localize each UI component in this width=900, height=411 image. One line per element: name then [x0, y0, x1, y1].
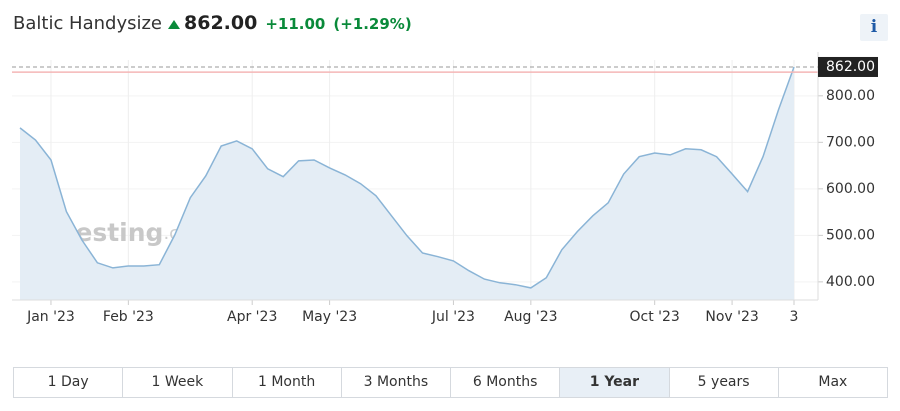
- x-tick-label: Nov '23: [705, 309, 758, 325]
- x-tick-label: Apr '23: [227, 309, 277, 325]
- y-tick-label: 700.00: [826, 134, 875, 150]
- last-price-tag: [818, 56, 878, 77]
- x-tick-label: Oct '23: [630, 309, 680, 325]
- y-tick-label: 500.00: [826, 227, 875, 243]
- x-tick-label: May '23: [302, 309, 357, 325]
- range-button[interactable]: 1 Week: [123, 368, 233, 397]
- range-button[interactable]: 1 Year: [560, 368, 670, 397]
- up-arrow: [168, 19, 181, 29]
- last-price-tag-label: 862.00: [826, 59, 875, 75]
- x-tick-label: 3: [790, 309, 799, 325]
- range-button[interactable]: 6 Months: [451, 368, 561, 397]
- x-tick-label: Jul '23: [431, 309, 475, 325]
- area-fill: [20, 67, 794, 300]
- price-change: +11.00: [265, 15, 326, 33]
- y-tick-label: 400.00: [826, 274, 875, 290]
- range-button[interactable]: 5 years: [670, 368, 779, 397]
- price-line: [19, 66, 795, 289]
- y-tick-label: 800.00: [826, 88, 875, 104]
- header: Baltic Handysize 862.00 +11.00 (+1.29%): [13, 12, 412, 34]
- x-tick-label: Jan '23: [26, 309, 75, 325]
- range-button[interactable]: Max: [818, 374, 848, 390]
- range-button[interactable]: 3 Months: [342, 368, 451, 397]
- range-button[interactable]: 1 Day: [14, 368, 124, 397]
- range-button[interactable]: 1 Month: [233, 368, 342, 397]
- price-change-pct: (+1.29%): [333, 15, 412, 33]
- chart: 400.00 500.00 600.00 700.00 800.00 Jan '23 Feb…: [12, 52, 878, 325]
- info-button[interactable]: i: [860, 14, 888, 41]
- y-tick-label: 600.00: [826, 181, 875, 197]
- last-price: 862.00: [184, 12, 258, 34]
- range-selector: 1 Day 1 Week 1 Month 3 Months 6 Months 1 Year…: [13, 367, 888, 398]
- instrument-title: Baltic Handysize: [13, 13, 163, 34]
- x-tick-label: Feb '23: [103, 309, 154, 325]
- x-tick-label: Aug '23: [504, 309, 557, 325]
